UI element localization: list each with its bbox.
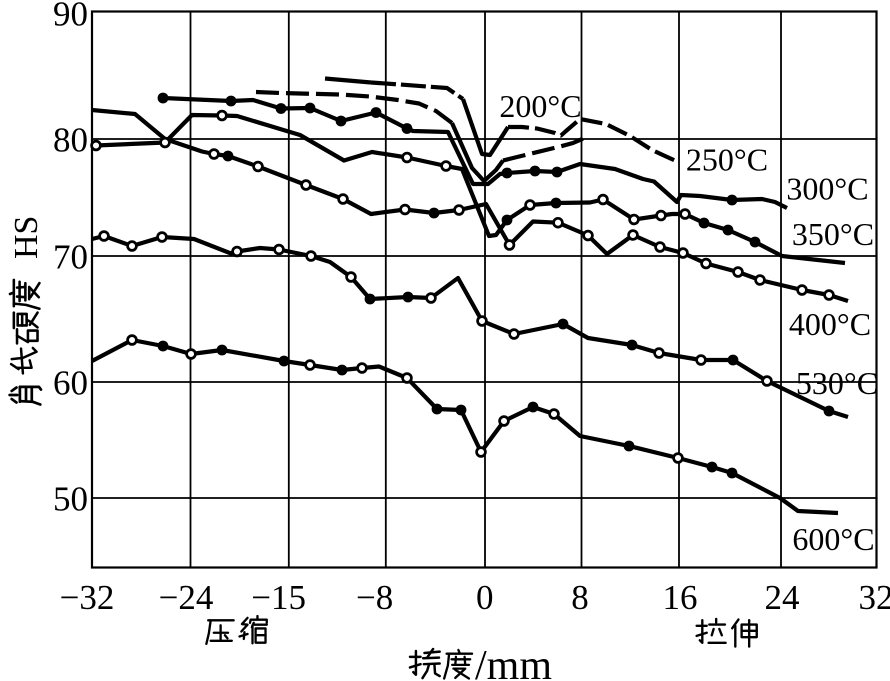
- svg-text:32: 32: [859, 578, 890, 617]
- svg-text:400°C: 400°C: [789, 306, 871, 342]
- svg-text:70: 70: [53, 238, 88, 277]
- svg-text:300°C: 300°C: [786, 171, 868, 207]
- svg-text:HS: HS: [8, 216, 45, 259]
- svg-text:50: 50: [53, 480, 88, 519]
- svg-text:−24: −24: [159, 578, 214, 617]
- svg-text:24: 24: [765, 578, 800, 617]
- svg-text:16: 16: [663, 578, 698, 617]
- svg-text:250°C: 250°C: [686, 142, 768, 178]
- svg-text:0: 0: [476, 578, 494, 617]
- svg-text:−32: −32: [60, 578, 115, 617]
- svg-text:−15: −15: [251, 578, 306, 617]
- svg-text:90: 90: [53, 0, 88, 34]
- svg-text:−8: −8: [356, 578, 393, 617]
- svg-text:80: 80: [53, 121, 88, 160]
- svg-text:350°C: 350°C: [792, 216, 874, 252]
- svg-text:8: 8: [571, 578, 589, 617]
- svg-text:600°C: 600°C: [792, 521, 874, 557]
- svg-text:60: 60: [53, 364, 88, 403]
- svg-text:530°C: 530°C: [796, 365, 878, 401]
- svg-text:200°C: 200°C: [499, 88, 581, 124]
- svg-text:/mm: /mm: [475, 643, 552, 681]
